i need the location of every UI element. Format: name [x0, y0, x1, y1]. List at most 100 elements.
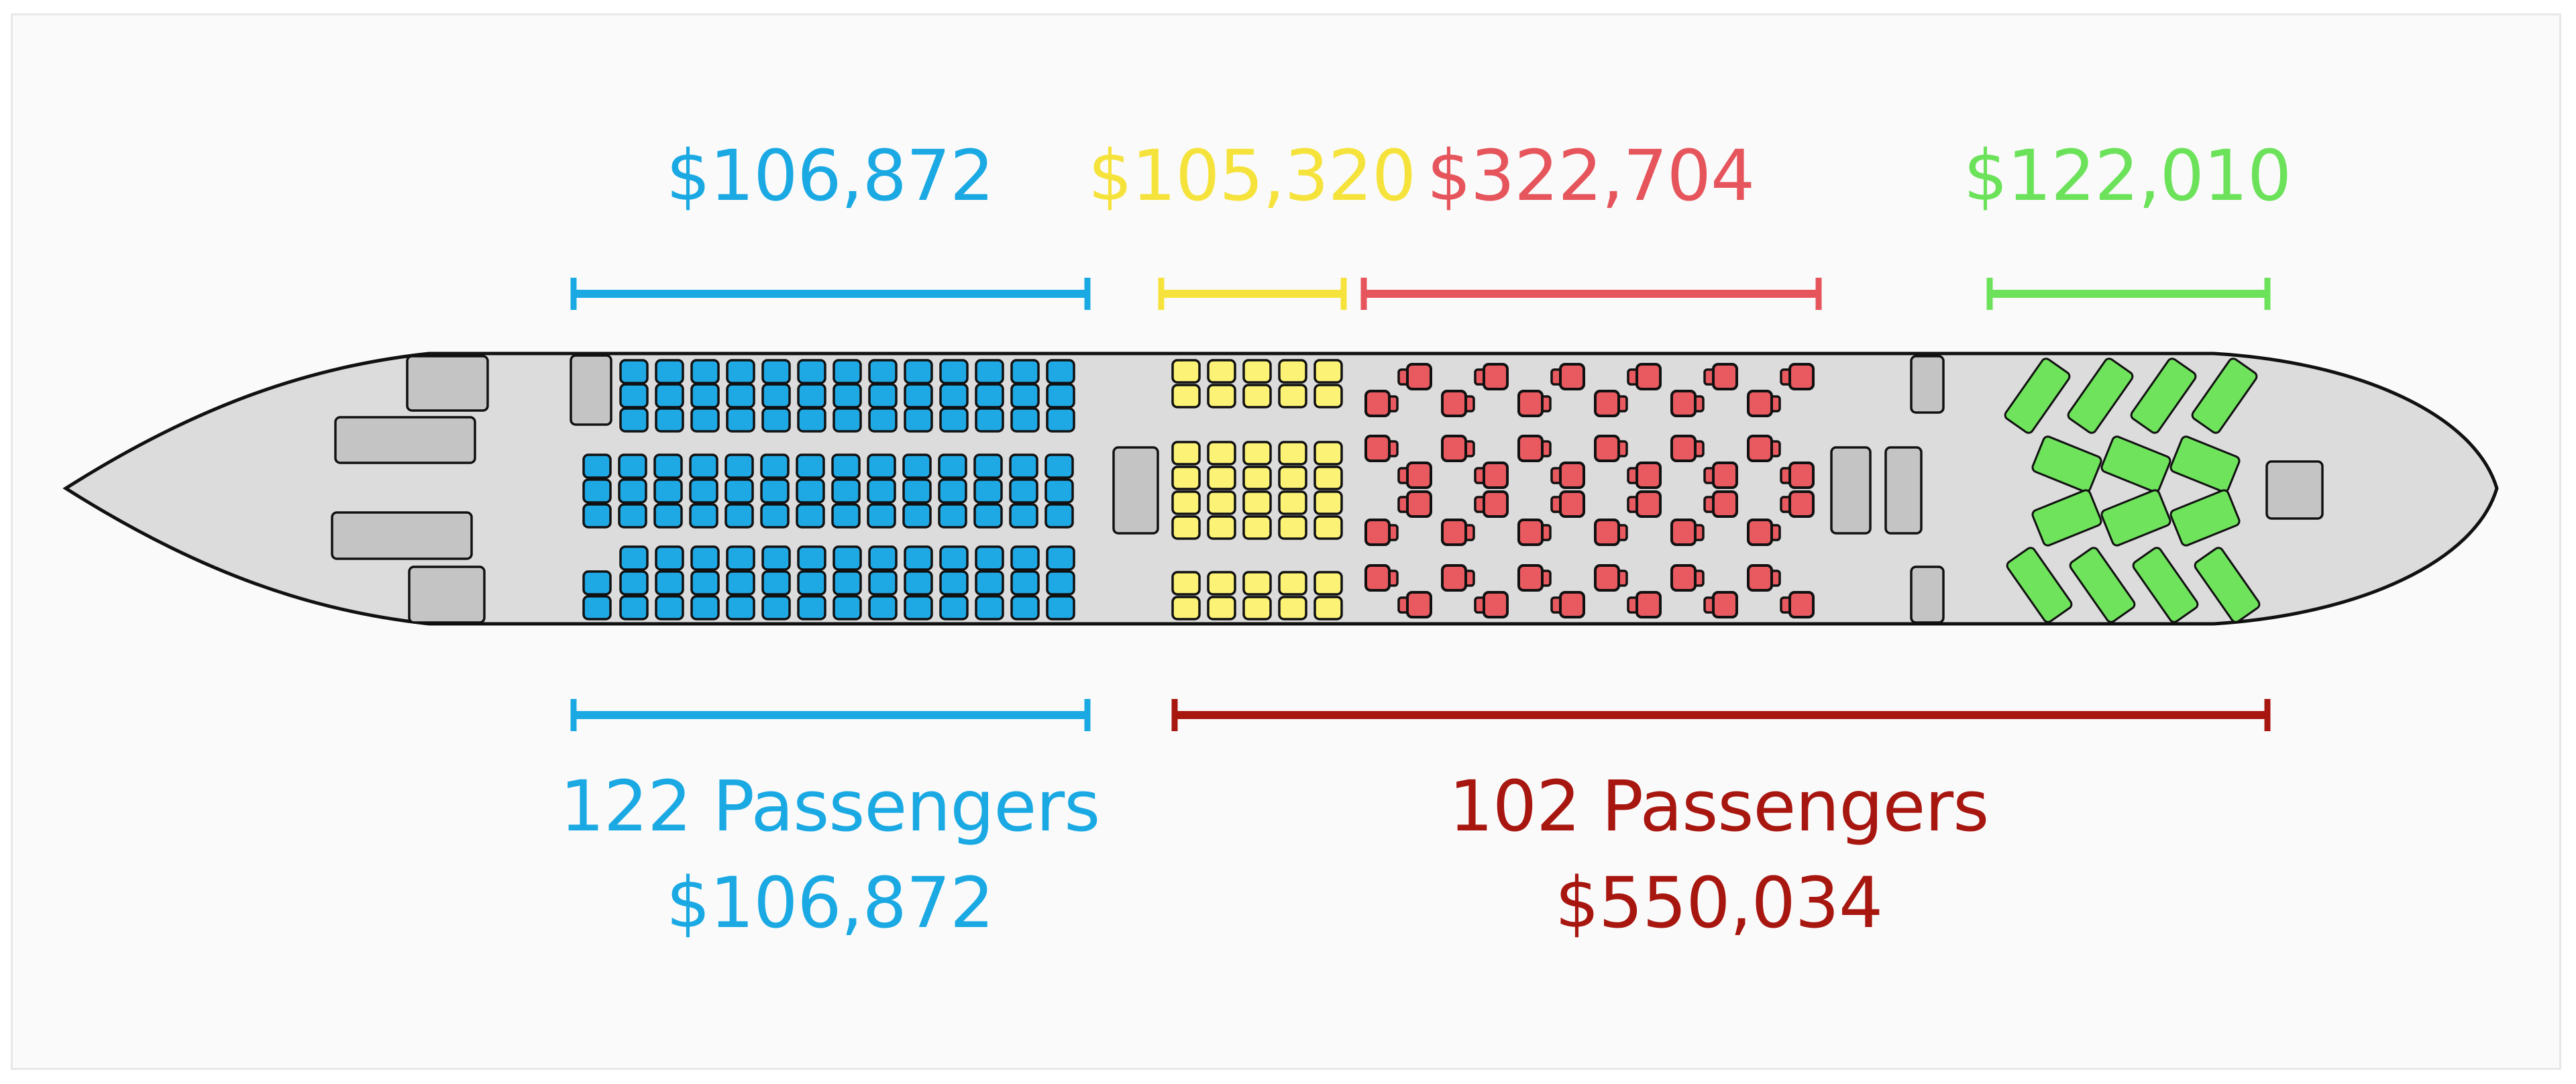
economy-seat: [797, 359, 826, 384]
economy-seat: [833, 595, 862, 620]
premium-total-revenue: $550,034: [1554, 862, 1883, 944]
business-seat: [1474, 363, 1509, 390]
economy-seat: [938, 503, 967, 529]
economy-seat: [1046, 595, 1075, 620]
business-seat: [1747, 390, 1781, 417]
economy-seat: [690, 595, 720, 620]
economy-seat: [831, 503, 861, 529]
seat-cushion: [1441, 390, 1467, 417]
business-seat: [1441, 519, 1475, 546]
economy-seat: [619, 545, 649, 571]
premium-economy-seat: [1242, 466, 1272, 490]
seat-cushion: [1712, 591, 1738, 618]
economy-seat: [868, 570, 898, 596]
seat-cushion: [1635, 462, 1662, 489]
seat-cushion: [1483, 591, 1509, 618]
economy-seat: [655, 545, 684, 571]
economy-seat: [1009, 453, 1038, 479]
first-class-seat: [2031, 489, 2102, 547]
forward-galley-right: [1884, 446, 1923, 535]
premium-economy-seat: [1278, 490, 1307, 515]
seat-cushion: [1747, 519, 1773, 546]
premium-economy-seat: [1313, 515, 1343, 540]
economy-seat: [761, 570, 791, 596]
tail-galley-top: [406, 355, 489, 412]
economy-seats: [582, 359, 1075, 620]
seat-cushion: [1364, 519, 1391, 546]
seat-cushion: [1559, 591, 1585, 618]
economy-seat: [973, 478, 1003, 504]
seat-cushion: [1670, 435, 1697, 462]
first-class-seat: [2169, 435, 2241, 493]
business-seat: [1703, 363, 1738, 390]
economy-seat: [653, 478, 683, 504]
economy-seat: [975, 595, 1004, 620]
economy-seat: [868, 383, 898, 409]
economy-seat: [726, 570, 755, 596]
premium-economy-seat: [1313, 571, 1343, 596]
business-seat: [1550, 490, 1585, 518]
premium-economy-seat: [1207, 466, 1236, 490]
first-class-seat: [2191, 358, 2258, 434]
business-seat: [1441, 390, 1475, 417]
economy-seat: [761, 359, 791, 384]
economy-seat: [689, 478, 718, 504]
first-class-seat: [2004, 358, 2071, 434]
economy-seat: [655, 407, 684, 433]
business-seat: [1703, 591, 1738, 618]
first-class-seat: [2130, 358, 2197, 434]
premium-economy-seat: [1207, 384, 1236, 409]
business-seat: [1441, 435, 1475, 462]
economy-seat: [796, 453, 825, 479]
premium-economy-seat: [1242, 515, 1272, 540]
seat-cushion: [1670, 564, 1697, 592]
economy-seat: [1010, 570, 1040, 596]
premium-economy-seat: [1313, 596, 1343, 620]
economy-seat: [653, 503, 683, 529]
premium-economy-seat: [1171, 515, 1201, 540]
economy-seat: [655, 359, 684, 384]
business-revenue-label: $322,704: [1426, 135, 1755, 217]
mid-galley: [1112, 446, 1159, 535]
seat-cushion: [1788, 591, 1815, 618]
seat-cushion: [1747, 390, 1773, 417]
seat-cushion: [1594, 519, 1620, 546]
economy-seat: [938, 453, 967, 479]
economy-seat: [1046, 359, 1075, 384]
first-class-seat: [2100, 435, 2171, 493]
business-seats: [1364, 363, 1815, 618]
seat-cushion: [1406, 591, 1432, 618]
economy-total-bottom-bracket: [570, 699, 1091, 731]
economy-seat: [833, 570, 862, 596]
economy-seat: [690, 545, 720, 571]
economy-seat: [760, 453, 790, 479]
seat-cushion: [1517, 435, 1544, 462]
business-seat: [1670, 390, 1705, 417]
business-seat: [1550, 591, 1585, 618]
seat-cushion: [1747, 435, 1773, 462]
economy-seat: [653, 453, 683, 479]
economy-seat: [867, 453, 896, 479]
seat-cushion: [1670, 519, 1697, 546]
seat-cushion: [1712, 462, 1738, 489]
economy-seat: [618, 478, 647, 504]
economy-seat: [726, 407, 755, 433]
economy-seat: [655, 383, 684, 409]
premium-passenger-count: 102 Passengers: [1448, 765, 1990, 847]
economy-seat: [975, 545, 1004, 571]
premium-economy-top-bracket: [1158, 278, 1347, 310]
economy-seat: [939, 545, 969, 571]
economy-revenue-label: $106,872: [665, 135, 994, 217]
first-class-seat: [2100, 489, 2171, 547]
seat-cushion: [1406, 462, 1432, 489]
economy-seat: [655, 570, 684, 596]
business-seat: [1747, 435, 1781, 462]
economy-seat: [904, 407, 933, 433]
business-seat: [1397, 363, 1432, 390]
economy-seat: [726, 359, 755, 384]
premium-economy-seat: [1242, 384, 1272, 409]
seat-cushion: [1559, 490, 1585, 518]
business-seat: [1517, 435, 1552, 462]
economy-seat: [939, 383, 969, 409]
economy-seat: [975, 570, 1004, 596]
